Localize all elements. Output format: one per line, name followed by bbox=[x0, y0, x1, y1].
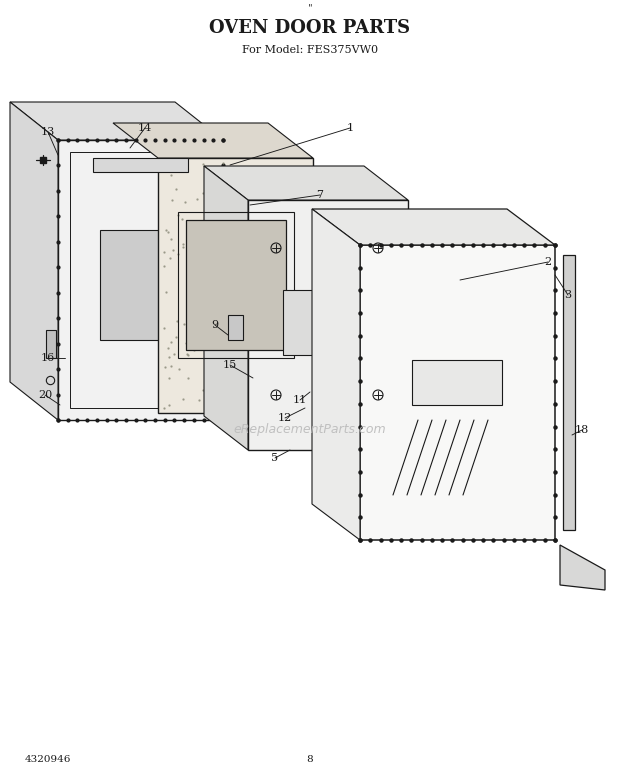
Text: 18: 18 bbox=[575, 425, 589, 435]
Text: 12: 12 bbox=[278, 413, 292, 423]
Polygon shape bbox=[204, 166, 408, 200]
Text: 4320946: 4320946 bbox=[25, 755, 71, 765]
Polygon shape bbox=[312, 209, 360, 540]
Polygon shape bbox=[283, 290, 373, 355]
Polygon shape bbox=[204, 166, 248, 450]
Text: 5: 5 bbox=[272, 453, 278, 463]
Text: 14: 14 bbox=[138, 123, 152, 133]
Text: For Model: FES375VW0: For Model: FES375VW0 bbox=[242, 45, 378, 55]
Text: 9: 9 bbox=[211, 320, 219, 330]
Polygon shape bbox=[93, 158, 188, 172]
Polygon shape bbox=[113, 123, 313, 158]
Polygon shape bbox=[186, 220, 286, 350]
Text: ": " bbox=[308, 4, 312, 12]
Polygon shape bbox=[412, 360, 502, 405]
Polygon shape bbox=[10, 102, 223, 140]
Text: 3: 3 bbox=[564, 290, 572, 300]
Text: 20: 20 bbox=[38, 390, 52, 400]
Polygon shape bbox=[248, 200, 408, 450]
Polygon shape bbox=[158, 158, 313, 413]
Text: 16: 16 bbox=[41, 353, 55, 363]
Text: 11: 11 bbox=[293, 395, 307, 405]
Polygon shape bbox=[563, 255, 575, 530]
Polygon shape bbox=[46, 330, 56, 358]
Text: 7: 7 bbox=[316, 190, 324, 200]
Polygon shape bbox=[100, 230, 180, 340]
Polygon shape bbox=[560, 545, 605, 590]
Text: 2: 2 bbox=[544, 257, 552, 267]
Text: OVEN DOOR PARTS: OVEN DOOR PARTS bbox=[210, 19, 410, 37]
Text: 15: 15 bbox=[223, 360, 237, 370]
Text: 13: 13 bbox=[41, 127, 55, 137]
Polygon shape bbox=[228, 315, 243, 340]
Text: 8: 8 bbox=[307, 755, 313, 765]
Polygon shape bbox=[10, 102, 58, 420]
Polygon shape bbox=[58, 140, 223, 420]
Polygon shape bbox=[312, 209, 555, 245]
Text: eReplacementParts.com: eReplacementParts.com bbox=[234, 423, 386, 437]
Polygon shape bbox=[360, 245, 555, 540]
Text: 1: 1 bbox=[347, 123, 353, 133]
